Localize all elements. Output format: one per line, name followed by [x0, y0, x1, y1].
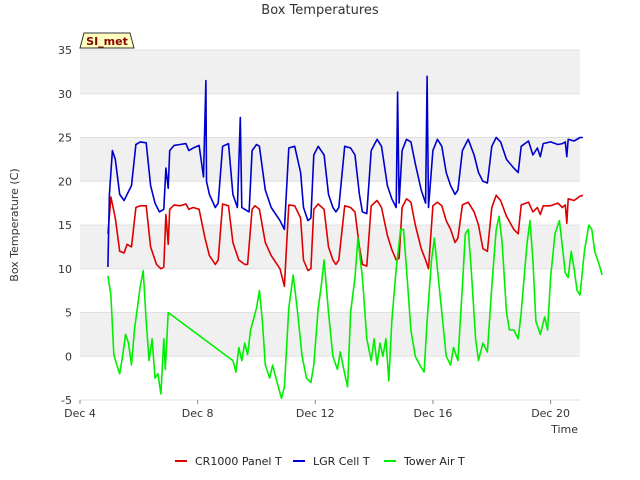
x-tick-label: Dec 12: [296, 407, 335, 420]
x-tick-label: Dec 16: [414, 407, 453, 420]
badge-label: SI_met: [86, 35, 128, 48]
grid-band: [80, 137, 580, 182]
y-axis-ticks: -5 0 5 10 15 20 25 30 35: [58, 44, 72, 407]
y-tick-label: -5: [61, 394, 72, 407]
grid-band: [80, 50, 580, 94]
y-tick-label: 5: [65, 307, 72, 320]
badge-shape: [79, 32, 135, 49]
x-axis-ticks: Dec 4 Dec 8 Dec 12 Dec 16 Dec 20: [64, 400, 570, 420]
y-tick-label: 25: [58, 132, 72, 145]
legend-label: Tower Air T: [403, 455, 465, 468]
x-tick-label: Dec 4: [64, 407, 96, 420]
legend: CR1000 Panel T LGR Cell T Tower Air T: [175, 455, 465, 468]
grid-band: [80, 268, 580, 313]
badge: SI_met: [79, 32, 135, 49]
chart-title: Box Temperatures: [261, 3, 379, 18]
series-line: [107, 194, 584, 288]
series-lines: [107, 75, 603, 400]
legend-label: CR1000 Panel T: [195, 455, 282, 468]
y-tick-label: 0: [65, 350, 72, 363]
x-axis-label: Time: [550, 423, 578, 436]
series-line: [107, 215, 603, 400]
y-tick-label: 10: [58, 263, 72, 276]
grid-band: [80, 93, 580, 138]
y-tick-label: 30: [58, 88, 72, 101]
y-tick-label: 15: [58, 219, 72, 232]
y-tick-label: 20: [58, 175, 72, 188]
x-tick-label: Dec 20: [531, 407, 570, 420]
y-tick-label: 35: [58, 44, 72, 57]
series-line: [107, 75, 583, 268]
y-axis-label: Box Temperature (C): [8, 168, 21, 281]
legend-label: LGR Cell T: [313, 455, 370, 468]
grid-bands: [80, 49, 580, 401]
grid-band: [80, 356, 580, 400]
x-tick-label: Dec 8: [182, 407, 214, 420]
